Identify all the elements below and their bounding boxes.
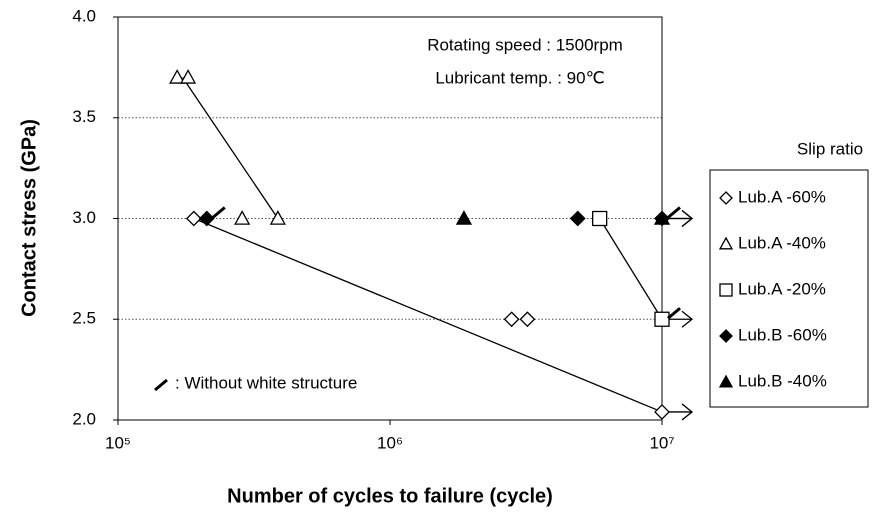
marker [569,210,586,227]
legend-marker [718,236,734,250]
marker [654,311,670,327]
marker [185,210,202,227]
legend-title: Slip ratio [797,139,863,158]
x-tick-label: 10⁵ [105,433,131,452]
x-tick-label: 10⁶ [377,433,403,452]
y-tick-label: 2.0 [72,409,96,428]
marker [198,210,215,227]
marker [519,311,536,328]
runout-arrow [662,209,694,228]
connector [182,77,279,219]
white-structure-slash [667,206,681,219]
legend-label: Lub.B -40% [738,371,827,390]
legend-label: Lub.A -40% [738,233,826,252]
y-axis-label: Contact stress (GPa) [18,119,40,317]
legend-marker [719,191,733,205]
legend-label: Lub.A -60% [738,187,826,206]
marker [234,210,251,225]
legend-slash [154,378,168,392]
y-tick-label: 2.5 [72,309,96,328]
legend-label: Lub.A -20% [738,279,826,298]
y-tick-label: 3.5 [72,107,96,126]
connector [193,217,663,413]
annotation: Rotating speed : 1500rpm [427,35,623,54]
marker [269,210,286,225]
legend-marker [719,329,733,343]
marker [653,210,671,225]
marker [592,210,608,227]
x-axis-label: Number of cycles to failure (cycle) [227,485,553,507]
annotation: : Without white structure [175,373,357,392]
y-tick-label: 3.0 [72,208,96,227]
white-structure-slash [667,307,681,320]
marker [503,311,520,328]
legend-box [709,169,869,408]
annotation: Lubricant temp. : 90℃ [435,68,604,87]
legend-label: Lub.B -60% [738,325,827,344]
legend-marker [719,283,733,297]
marker [654,404,670,420]
marker [455,210,473,225]
x-tick-label: 10⁷ [649,433,674,452]
marker [179,69,197,84]
legend-marker [718,374,734,388]
connector [599,218,663,320]
white-structure-slash [211,206,226,219]
marker [169,69,186,84]
y-tick-label: 4.0 [72,6,96,25]
